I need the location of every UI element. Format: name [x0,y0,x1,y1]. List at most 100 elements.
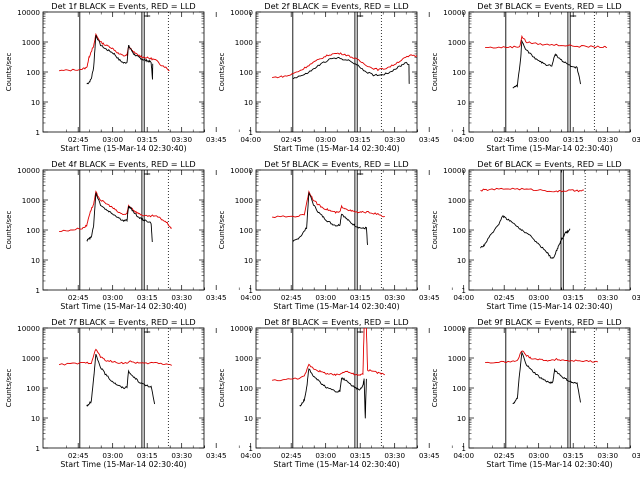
y-tick-label: 100 [452,68,466,77]
x-tick-label: 02:45 [281,135,302,144]
x-tick-label: 02:45 [494,135,515,144]
panel-title: Det 4f BLACK = Events, RED = LLD [51,159,195,169]
x-tick-label: 03:15 [350,293,371,302]
y-tick-label: 100 [452,226,466,235]
panel-det-2: Det 2f BLACK = Events, RED = LLD11010010… [218,1,474,153]
y-tick-label: 1000 [22,196,41,205]
lld-series-line [480,187,584,193]
x-tick-label: 03:15 [137,451,158,460]
panel-det-6: Det 6f BLACK = Events, RED = LLD 1 10 100 10… [431,159,640,311]
x-axis-label: Start Time (15-Mar-14 02:30:40) [273,460,399,469]
y-tick-label: 100 [452,384,466,393]
x-tick-label: 02:45 [494,293,515,302]
y-tick-label: 1 [248,128,253,137]
y-tick-label: 1 [461,128,466,137]
y-tick-label: 10000 [17,324,40,333]
y-axis-label: Counts/sec [218,211,226,250]
x-tick-label: 03:15 [563,451,584,460]
panel-title: Det 3f BLACK = Events, RED = LLD [477,1,621,11]
x-tick-label: 03:00 [528,293,549,302]
y-axis-label: Counts/sec [5,53,13,92]
x-tick-label: 03:15 [350,451,371,460]
y-tick-label: 10000 [443,8,466,17]
panel-det-7: Det 7f BLACK = Events, RED = LLD 1 10 100 10… [5,317,261,469]
events-series-line [299,368,367,419]
x-tick-label: 03:30 [384,451,405,460]
y-axis-label: Counts/sec [5,211,13,250]
x-tick-label: 04:00 [453,293,474,302]
y-tick-label: 1 [35,128,40,137]
x-tick-label: 03:45 [419,135,440,144]
x-tick-label: 02:45 [68,135,89,144]
y-axis-label: Counts/sec [218,53,226,92]
x-tick-label: 03:15 [563,293,584,302]
y-tick-label: 1000 [22,38,41,47]
y-tick-label: 1 [248,444,253,453]
events-series-line [86,34,154,85]
y-tick-label: 1000 [235,354,254,363]
plot-frame [42,169,205,291]
panel-det-4: Det 4f BLACK = Events, RED = LLD11010010… [5,159,261,311]
events-series-line [292,56,410,84]
x-tick-label: 03:30 [384,135,405,144]
y-tick-label: 1000 [448,38,467,47]
x-tick-label: 03:00 [528,451,549,460]
x-tick-label: 03:00 [102,135,123,144]
x-tick-label: 04:00 [453,135,474,144]
x-tick-label: 02:45 [281,451,302,460]
panel-title: Det 7f BLACK = Events, RED = LLD [51,317,195,327]
x-tick-label: 03:30 [597,293,618,302]
y-tick-label: 10000 [17,8,40,17]
x-axis-label: Start Time (15-Mar-14 02:30:40) [60,144,186,153]
panel-det-3: Det 3f BLACK = Events, RED = LLD 1 10 100 10… [431,1,640,153]
x-tick-label: 03:00 [102,293,123,302]
plot-frame [255,327,418,449]
y-tick-label: 1 [248,286,253,295]
x-tick-label: 03:45 [632,451,640,460]
y-tick-label: 10 [457,256,467,265]
x-axis-label: Start Time (15-Mar-14 02:30:40) [486,302,612,311]
x-tick-label: 02:45 [68,451,89,460]
plot-frame [468,11,631,133]
lld-series-line [272,190,385,218]
y-tick-label: 10 [244,256,254,265]
y-tick-label: 100 [239,384,253,393]
panel-title: Det 5f BLACK = Events, RED = LLD [264,159,408,169]
lld-series-line [485,350,598,364]
x-tick-label: 04:00 [240,135,261,144]
y-tick-label: 100 [239,68,253,77]
y-tick-label: 10000 [443,166,466,175]
y-tick-label: 10000 [230,324,253,333]
y-tick-label: 1 [461,444,466,453]
x-tick-label: 03:15 [137,135,158,144]
y-axis-label: Counts/sec [5,369,13,408]
y-tick-label: 10000 [230,8,253,17]
x-tick-label: 02:45 [494,451,515,460]
x-tick-label: 03:30 [171,293,192,302]
y-tick-label: 10 [31,98,41,107]
panel-det-8: Det 8f BLACK = Events, RED = LLD11010010… [218,317,474,469]
x-axis-label: Start Time (15-Mar-14 02:30:40) [273,302,399,311]
x-tick-label: 03:15 [350,135,371,144]
x-tick-label: 03:45 [206,135,227,144]
y-tick-label: 10 [31,414,41,423]
y-tick-label: 1000 [448,354,467,363]
x-axis-label: Start Time (15-Mar-14 02:30:40) [60,302,186,311]
lld-series-line [272,52,417,79]
y-tick-label: 10 [457,98,467,107]
x-tick-label: 03:30 [597,135,618,144]
x-tick-label: 03:15 [137,293,158,302]
y-tick-label: 1 [461,286,466,295]
x-tick-label: 02:45 [68,293,89,302]
panel-det-9: Det 9f BLACK = Events, RED = LLD 1 10 100 10… [431,317,640,469]
y-tick-label: 10000 [17,166,40,175]
lld-series-line [272,328,386,382]
x-tick-label: 04:00 [240,451,261,460]
lld-series-line [485,34,608,49]
plot-frame [255,11,418,133]
x-tick-label: 03:00 [315,451,336,460]
x-tick-label: 03:30 [384,293,405,302]
y-axis-label: Counts/sec [431,211,439,250]
events-series-line [512,350,581,405]
